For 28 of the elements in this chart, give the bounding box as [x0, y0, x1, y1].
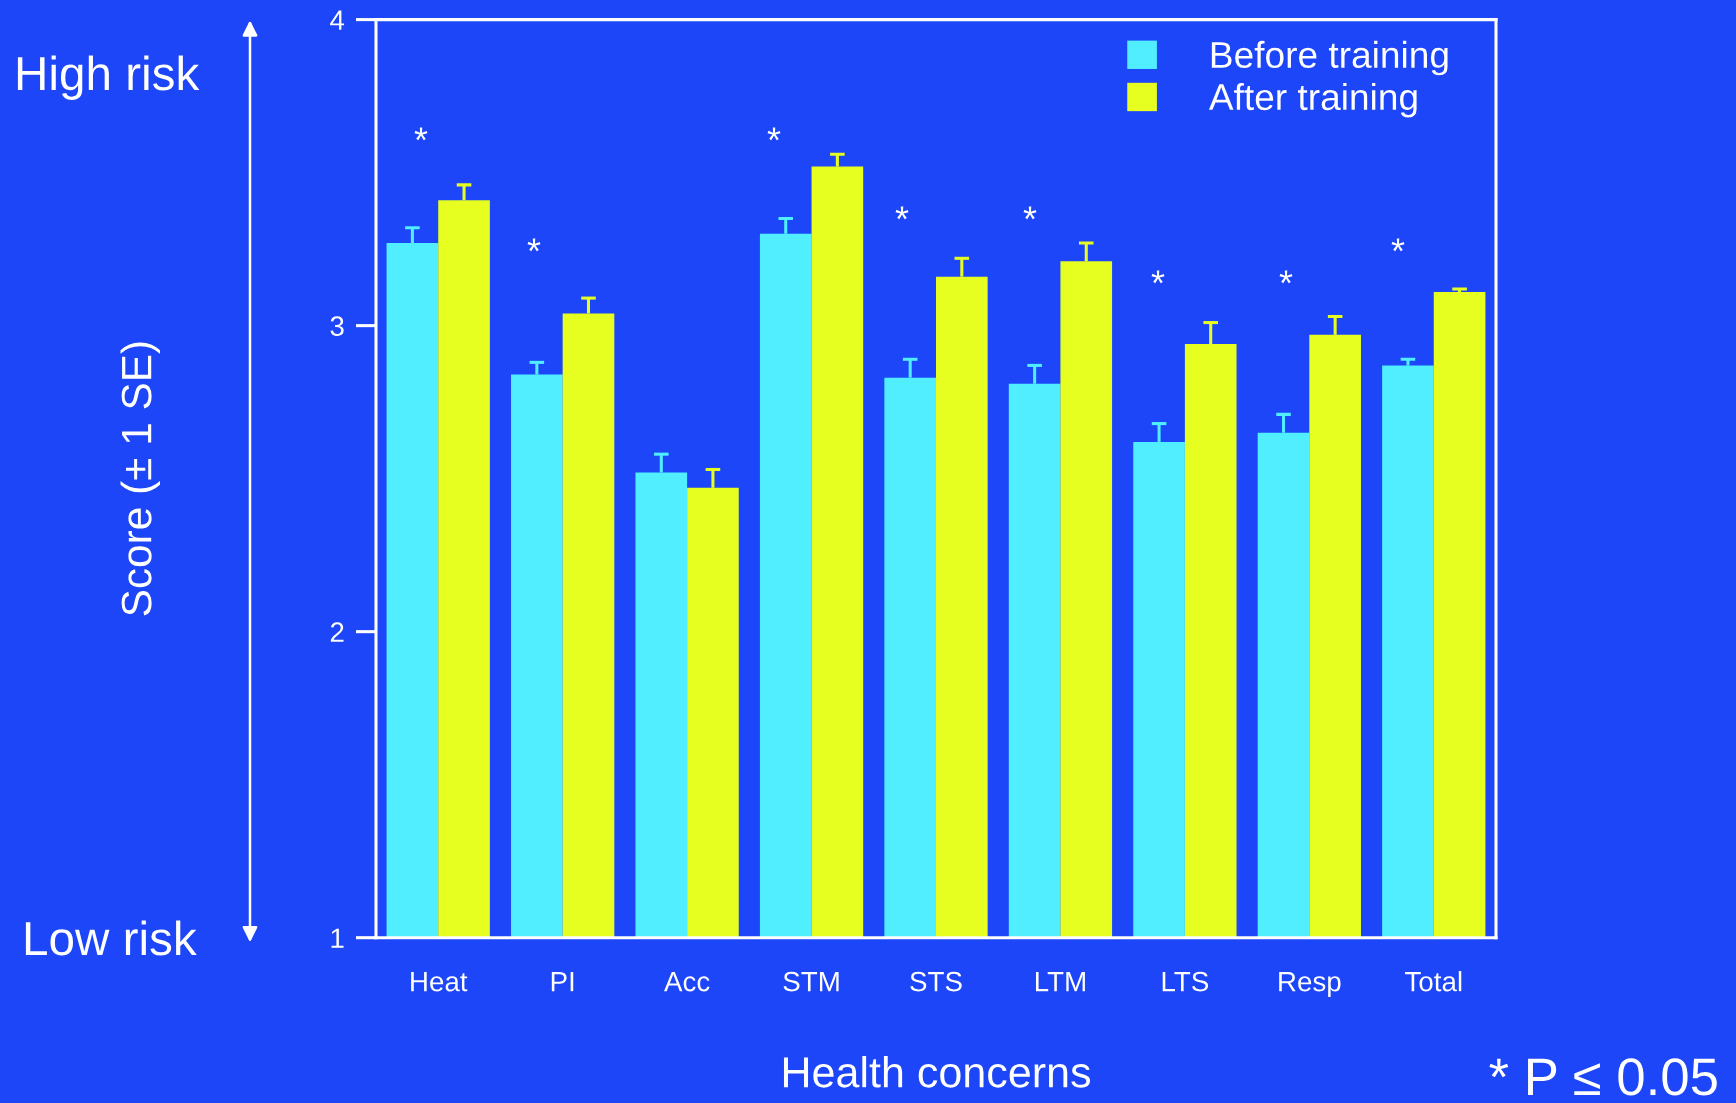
annotation: * — [1151, 270, 1165, 284]
annotation: * — [1391, 238, 1405, 252]
text: Low risk — [25, 920, 197, 956]
annotation: * — [767, 127, 781, 141]
x-axis-title: Health concerns — [783, 1056, 1091, 1088]
x-tick-label: Total — [1405, 971, 1462, 992]
x-tick-label: PI — [551, 972, 574, 992]
x-tick-label: Heat — [411, 972, 468, 992]
y-axis-title: Score (± 1 SE) — [120, 342, 160, 616]
text: * P ≤ 0.05 — [1489, 1058, 1717, 1096]
y-tick-label: 4 — [330, 10, 345, 30]
x-tick-label: STS — [910, 971, 962, 992]
annotation: * — [414, 127, 428, 141]
legend-label: After training — [1208, 82, 1417, 118]
annotation: * — [527, 238, 541, 252]
annotation: * — [1023, 206, 1037, 220]
legend-label: Before training — [1211, 40, 1448, 76]
x-tick-label: Acc — [664, 972, 710, 992]
x-tick-label: LTM — [1035, 972, 1085, 992]
annotation: * — [1279, 270, 1293, 284]
y-tick-label: 2 — [330, 622, 344, 642]
y-tick-label: 1 — [331, 928, 344, 948]
x-tick-label: Resp — [1279, 972, 1341, 997]
text: High risk — [17, 55, 200, 100]
x-tick-label: LTS — [1162, 971, 1209, 992]
y-tick-label: 3 — [330, 316, 344, 336]
x-tick-label: STM — [783, 971, 839, 992]
annotation: * — [895, 206, 909, 220]
